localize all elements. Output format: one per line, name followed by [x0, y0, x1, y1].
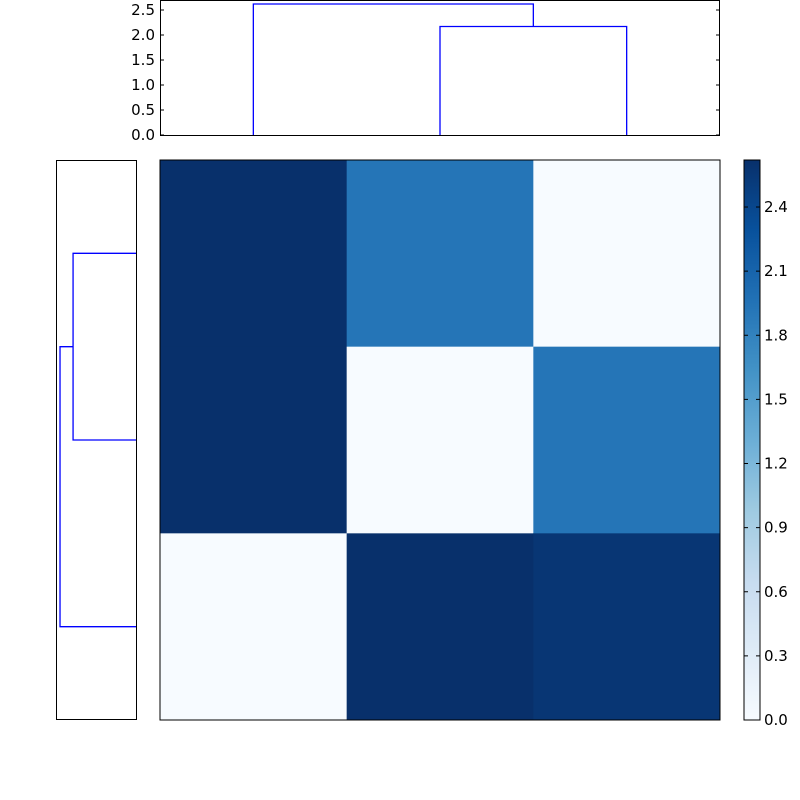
colorbar-tick-label: 2.4: [764, 198, 788, 216]
colorbar-tick-label: 0.0: [764, 711, 788, 729]
heatmap-cell: [160, 160, 348, 348]
dendrogram-link: [252, 3, 534, 135]
heatmap-cell: [533, 346, 721, 534]
heatmap-cell: [533, 533, 721, 721]
heatmap-cell: [346, 160, 534, 348]
heatmap: [159, 159, 721, 721]
colorbar-tick-label: 2.1: [764, 262, 788, 280]
heatmap-cell: [346, 346, 534, 534]
heatmap-cell: [160, 346, 348, 534]
heatmap-cell: [160, 533, 348, 721]
colorbar-tick-label: 0.3: [764, 647, 788, 665]
y-tick-label: 1.5: [131, 51, 155, 69]
colorbar-tick-label: 1.8: [764, 326, 788, 344]
heatmap-cell: [533, 160, 721, 348]
colorbar: 0.0 0.3 0.6 0.9 1.2 1.5 1.8 2.1 2.4: [743, 159, 788, 729]
colorbar-tick-label: 1.5: [764, 390, 788, 408]
y-tick-label: 2.0: [131, 26, 155, 44]
y-tick-label: 1.0: [131, 76, 155, 94]
heatmap-frame: [159, 159, 721, 721]
left-dendrogram: [56, 160, 137, 720]
colorbar-tick-label: 0.6: [764, 583, 788, 601]
colorbar-tick-label: 1.2: [764, 455, 788, 473]
heatmap-cell: [346, 533, 534, 721]
y-tick-label: 0.0: [131, 126, 155, 144]
colorbar-tick-label: 0.9: [764, 519, 788, 537]
colorbar-bar: [743, 159, 761, 721]
top-dendrogram: 0.0 0.5 1.0 1.5 2.0 2.5: [131, 0, 720, 144]
y-tick-label: 0.5: [131, 101, 155, 119]
dendrogram-link: [59, 346, 136, 628]
y-tick-label: 2.5: [131, 1, 155, 19]
